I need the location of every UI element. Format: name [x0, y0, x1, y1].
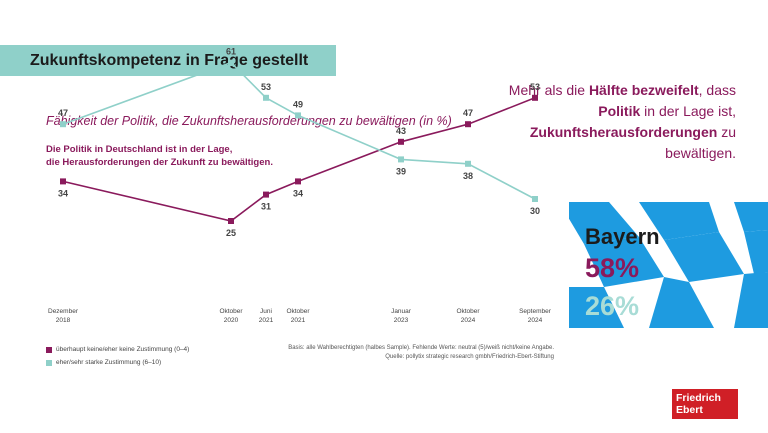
data-label-s2-1: 61 — [226, 47, 236, 57]
data-label-s2-6: 30 — [530, 206, 540, 216]
data-point-s1-2 — [263, 191, 269, 198]
data-label-s1-4: 43 — [396, 126, 406, 136]
headline-bold-2: Politik — [598, 103, 641, 119]
x-tick-label-1-a: Oktober — [219, 308, 243, 315]
chart-question: Die Politik in Deutschland ist in der La… — [46, 143, 346, 169]
x-tick-label-2-a: Juni — [260, 308, 272, 315]
x-tick-label-1-b: 2020 — [224, 317, 239, 324]
x-tick-label-3-b: 2021 — [291, 317, 306, 324]
bayern-flag-panel — [569, 202, 768, 328]
data-label-s2-4: 39 — [396, 166, 406, 176]
data-point-s1-4 — [398, 138, 404, 145]
legend-label-2: eher/sehr starke Zustimmung (6–10) — [56, 359, 162, 366]
x-tick-label-0-a: Dezember — [48, 308, 79, 315]
data-label-s1-6: 53 — [530, 82, 540, 92]
legend-item-1: überhaupt keine/eher keine Zustimmung (0… — [46, 343, 189, 356]
data-label-s2-0: 47 — [58, 108, 68, 118]
data-point-s2-0 — [60, 121, 66, 128]
x-tick-label-6-a: September — [519, 308, 552, 315]
source-note: Basis: alle Wahlberechtigten (halbes Sam… — [288, 344, 554, 362]
headline-text-3: in der Lage ist, — [640, 103, 736, 119]
data-label-s1-5: 47 — [463, 108, 473, 118]
logo-line-2: Ebert — [676, 404, 703, 416]
legend-swatch-2 — [46, 359, 52, 366]
headline-text-2: , dass — [698, 82, 736, 98]
legend: überhaupt keine/eher keine Zustimmung (0… — [46, 343, 189, 369]
data-point-s2-3 — [295, 112, 301, 119]
question-line-2: die Herausforderungen der Zukunft zu bew… — [46, 157, 273, 168]
x-tick-label-3-a: Oktober — [286, 308, 310, 315]
data-point-s1-0 — [60, 178, 66, 185]
data-point-s1-3 — [295, 178, 301, 185]
x-tick-label-5-b: 2024 — [461, 317, 476, 324]
x-tick-label-6-b: 2024 — [528, 317, 543, 324]
data-label-s2-5: 38 — [463, 171, 473, 181]
page-title: Zukunftskompetenz in Frage gestellt — [30, 51, 309, 69]
x-tick-label-4-b: 2023 — [394, 317, 409, 324]
data-label-s1-3: 34 — [293, 188, 303, 198]
headline-text-4: zu bewältigen. — [665, 124, 736, 161]
title-bar: Zukunftskompetenz in Frage gestellt — [0, 45, 336, 76]
data-point-s2-6 — [532, 196, 538, 202]
fes-logo: Friedrich Ebert — [672, 389, 738, 419]
logo-line-1: Friedrich — [676, 392, 721, 404]
bavarian-diamonds-icon — [569, 202, 768, 328]
source-line-1: Basis: alle Wahlberechtigten (halbes Sam… — [288, 345, 554, 351]
bayern-agree-value: 26% — [585, 291, 640, 321]
headline-bold-3: Zukunftsherausforderungen — [529, 124, 718, 140]
headline-bold-1: Hälfte bezweifelt — [588, 82, 699, 98]
data-label-s1-0: 34 — [58, 188, 68, 198]
data-label-s1-2: 31 — [261, 202, 271, 212]
bayern-disagree-value: 58% — [585, 253, 640, 283]
data-point-s2-1 — [228, 59, 234, 66]
headline-text-1: Mehr als die — [508, 82, 589, 98]
legend-item-2: eher/sehr starke Zustimmung (6–10) — [46, 356, 189, 369]
source-line-2: Quelle: pollytix strategic research gmbh… — [385, 354, 554, 360]
data-point-s2-4 — [398, 156, 404, 163]
data-point-s2-5 — [465, 160, 471, 167]
bayern-label: Bayern — [585, 224, 660, 249]
data-label-s2-2: 53 — [261, 82, 271, 92]
legend-label-1: überhaupt keine/eher keine Zustimmung (0… — [56, 346, 190, 353]
x-tick-label-5-a: Oktober — [456, 308, 480, 315]
x-tick-label-4-a: Januar — [391, 308, 412, 315]
legend-swatch-1 — [46, 346, 52, 353]
x-tick-label-2-b: 2021 — [259, 317, 274, 324]
data-label-s2-3: 49 — [293, 99, 303, 109]
data-point-s1-6 — [532, 94, 538, 101]
data-point-s1-5 — [465, 121, 471, 128]
x-tick-label-0-b: 2018 — [56, 317, 71, 324]
data-label-s1-1: 25 — [226, 228, 236, 238]
data-point-s2-2 — [263, 94, 269, 101]
headline: Mehr als die Hälfte bezweifelt, dass Pol… — [476, 80, 736, 164]
chart-subtitle: Fähigkeit der Politik, die Zukunftsherau… — [46, 114, 452, 128]
data-point-s1-1 — [228, 218, 234, 224]
question-line-1: Die Politik in Deutschland ist in der La… — [46, 144, 233, 155]
